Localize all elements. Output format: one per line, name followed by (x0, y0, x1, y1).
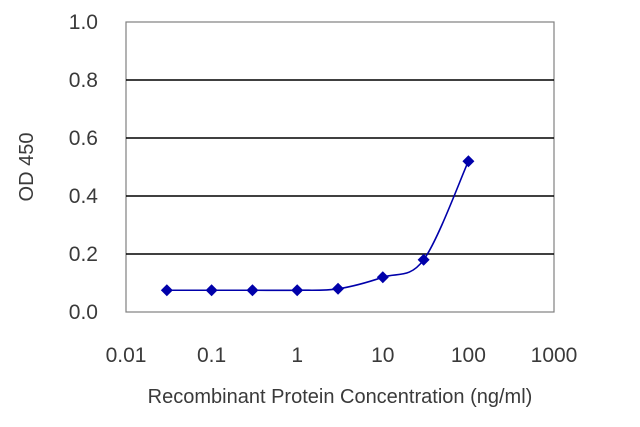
y-tick-4: 0.8 (69, 69, 98, 92)
y-axis-label: OD 450 (16, 133, 38, 202)
grid-lines (126, 79, 554, 255)
data-point-0 (160, 284, 173, 297)
y-tick-5: 1.0 (69, 11, 98, 34)
x-tick-4: 100 (451, 344, 486, 367)
data-point-1 (205, 284, 218, 297)
plot-area (125, 21, 555, 313)
y-tick-0: 0.0 (69, 301, 98, 324)
data-point-4 (332, 282, 345, 295)
series-markers (160, 155, 475, 297)
data-point-7 (462, 155, 475, 168)
data-point-3 (291, 284, 304, 297)
data-point-6 (417, 253, 430, 266)
x-tick-2: 1 (291, 344, 303, 367)
x-axis-label: Recombinant Protein Concentration (ng/ml… (148, 386, 533, 408)
data-point-5 (376, 271, 389, 284)
x-tick-5: 1000 (531, 344, 578, 367)
x-tick-1: 0.1 (197, 344, 226, 367)
y-tick-3: 0.6 (69, 127, 98, 150)
x-tick-0: 0.01 (106, 344, 147, 367)
y-tick-2: 0.4 (69, 185, 99, 208)
x-tick-3: 10 (371, 344, 394, 367)
y-tick-labels: 0.0 0.2 0.4 0.6 0.8 1.0 (69, 11, 99, 324)
data-point-2 (246, 284, 259, 297)
x-tick-labels: 0.01 0.1 1 10 100 1000 (106, 344, 578, 367)
y-tick-1: 0.2 (69, 243, 98, 266)
